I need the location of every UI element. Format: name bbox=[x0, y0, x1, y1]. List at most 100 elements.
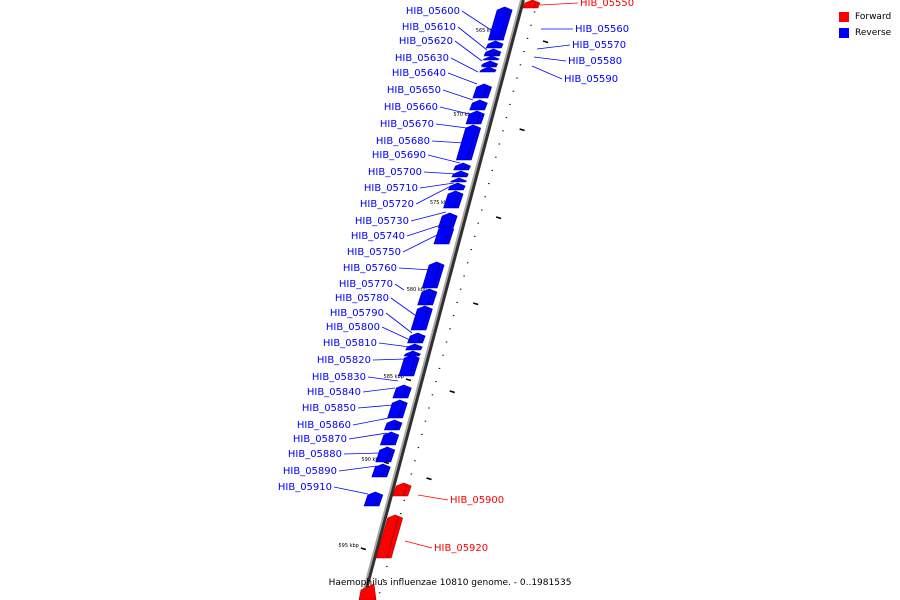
connector-hib_05840 bbox=[362, 387, 396, 393]
gene-hib_05650 bbox=[479, 66, 497, 73]
gene-label-hib_05740[interactable]: HIB_05740 bbox=[351, 231, 405, 242]
connector-hib_05740 bbox=[406, 224, 442, 237]
connector-hib_05830 bbox=[367, 376, 399, 382]
connector-hib_05670 bbox=[435, 123, 468, 129]
kbp-label: 580 kbp bbox=[407, 287, 427, 293]
gene-label-hib_05790[interactable]: HIB_05790 bbox=[330, 308, 384, 319]
gene-label-hib_05580[interactable]: HIB_05580 bbox=[568, 56, 622, 67]
connector-hib_05790 bbox=[385, 312, 413, 334]
gene-shading bbox=[421, 307, 429, 331]
legend: Forward Reverse bbox=[839, 9, 891, 41]
gene-label-hib_05870[interactable]: HIB_05870 bbox=[293, 434, 347, 445]
gene-hib_05880 bbox=[375, 446, 396, 463]
gene-label-hib_05890[interactable]: HIB_05890 bbox=[283, 466, 337, 477]
gene-shading bbox=[496, 42, 500, 49]
gene-label-hib_05670[interactable]: HIB_05670 bbox=[380, 119, 434, 130]
gene-label-hib_05820[interactable]: HIB_05820 bbox=[317, 355, 371, 366]
gene-label-hib_05760[interactable]: HIB_05760 bbox=[343, 263, 397, 274]
gene-shading bbox=[458, 184, 462, 191]
gene-label-hib_05690[interactable]: HIB_05690 bbox=[372, 150, 426, 161]
gene-label-hib_05700[interactable]: HIB_05700 bbox=[368, 167, 422, 178]
connector-hib_05590 bbox=[531, 65, 563, 80]
connector-hib_05620 bbox=[454, 40, 483, 62]
gene-shading bbox=[390, 433, 396, 446]
gene-label-hib_05750[interactable]: HIB_05750 bbox=[347, 247, 401, 258]
gene-shading bbox=[386, 516, 399, 559]
major-ticks: 565 kbp 570 kbp 575 kbp 580 kbp 585 kbp 590 k… bbox=[338, 28, 549, 551]
gene-shading bbox=[466, 126, 477, 161]
connector-hib_05730 bbox=[410, 211, 447, 222]
gene-label-hib_05830[interactable]: HIB_05830 bbox=[312, 372, 366, 383]
gene-label-hib_05640[interactable]: HIB_05640 bbox=[392, 68, 446, 79]
gene-hib_05770 bbox=[421, 261, 445, 289]
gene-label-hib_05660[interactable]: HIB_05660 bbox=[384, 102, 438, 113]
gene-hib_05830 bbox=[398, 354, 420, 377]
gene-label-hib_05650[interactable]: HIB_05650 bbox=[387, 85, 441, 96]
gene-hib_05610 bbox=[485, 40, 504, 49]
gene-hib_05730 bbox=[447, 182, 466, 191]
gene-label-hib_05730[interactable]: HIB_05730 bbox=[355, 216, 409, 227]
gene-label-hib_05570[interactable]: HIB_05570 bbox=[572, 40, 626, 51]
gene-hib_05810 bbox=[405, 343, 423, 351]
reverse-swatch bbox=[839, 28, 849, 38]
kbp-label: 565 kbp bbox=[476, 28, 496, 34]
legend-label-reverse: Reverse bbox=[855, 28, 892, 38]
major-tick-right bbox=[472, 302, 479, 306]
gene-shading bbox=[476, 112, 481, 125]
connector-hib_05570 bbox=[536, 44, 571, 50]
gene-label-hib_05800[interactable]: HIB_05800 bbox=[326, 322, 380, 333]
gene-hib_05750 bbox=[437, 212, 458, 229]
gene-label-hib_05840[interactable]: HIB_05840 bbox=[307, 387, 361, 398]
gene-label-hib_05720[interactable]: HIB_05720 bbox=[360, 199, 414, 210]
gene-hib_05850 bbox=[387, 399, 408, 419]
gene-label-hib_05680[interactable]: HIB_05680 bbox=[376, 136, 430, 147]
kbp-label: 590 kbp bbox=[361, 457, 381, 463]
connector-hib_05900 bbox=[417, 494, 449, 501]
gene-shading bbox=[432, 263, 441, 289]
gene-label-hib_05850[interactable]: HIB_05850 bbox=[302, 403, 356, 414]
gene-label-hib_05810[interactable]: HIB_05810 bbox=[323, 338, 377, 349]
gene-shading bbox=[448, 214, 454, 229]
gene-label-hib_05770[interactable]: HIB_05770 bbox=[339, 279, 393, 290]
gene-shading bbox=[397, 401, 404, 419]
gene-label-hib_05880[interactable]: HIB_05880 bbox=[288, 449, 342, 460]
legend-label-forward: Forward bbox=[855, 12, 892, 22]
connector-hib_05580 bbox=[533, 56, 567, 62]
major-tick bbox=[360, 547, 367, 551]
gene-shading bbox=[394, 421, 399, 431]
gene-label-hib_05620[interactable]: HIB_05620 bbox=[399, 36, 453, 47]
connector-hib_05690 bbox=[427, 154, 461, 164]
gene-label-hib_05560[interactable]: HIB_05560 bbox=[575, 24, 629, 35]
connector-hib_05770 bbox=[394, 283, 405, 291]
major-tick-right bbox=[519, 128, 525, 132]
connector-hib_05850 bbox=[357, 404, 394, 409]
gene-label-hib_05610[interactable]: HIB_05610 bbox=[402, 22, 456, 33]
gene-shading bbox=[382, 465, 387, 478]
major-tick-right bbox=[495, 216, 502, 220]
gene-shading bbox=[491, 62, 494, 67]
gene-hib_05740 bbox=[443, 190, 464, 209]
gene-shading bbox=[490, 68, 493, 73]
connector-hib_05860 bbox=[352, 417, 390, 426]
gene-label-hib_05860[interactable]: HIB_05860 bbox=[297, 420, 351, 431]
gene-label-hib_05780[interactable]: HIB_05780 bbox=[335, 293, 389, 304]
connector-hib_05780 bbox=[390, 297, 420, 319]
gene-shading bbox=[444, 227, 451, 245]
connector-hib_05600 bbox=[461, 10, 498, 35]
gene-hib_05790 bbox=[410, 305, 433, 331]
connector-hib_05880 bbox=[343, 452, 382, 455]
connector-hib_05890 bbox=[338, 465, 378, 472]
connector-hib_05550 bbox=[539, 2, 579, 6]
gene-label-hib_05630[interactable]: HIB_05630 bbox=[395, 53, 449, 64]
gene-labels: HIB_05550 HIB_05560 HIB_05570 HIB_05580 HIB_… bbox=[278, 0, 634, 554]
gene-label-hib_05710[interactable]: HIB_05710 bbox=[364, 183, 418, 194]
gene-label-hib_05550[interactable]: HIB_05550 bbox=[580, 0, 634, 9]
gene-shading bbox=[414, 352, 417, 357]
gene-label-hib_05920[interactable]: HIB_05920 bbox=[434, 543, 488, 554]
gene-label-hib_05900[interactable]: HIB_05900 bbox=[450, 495, 504, 506]
gene-label-hib_05600[interactable]: HIB_05600 bbox=[406, 6, 460, 17]
gene-label-hib_05590[interactable]: HIB_05590 bbox=[564, 74, 618, 85]
gene-shading bbox=[460, 179, 463, 183]
gene-label-hib_05910[interactable]: HIB_05910 bbox=[278, 482, 332, 493]
